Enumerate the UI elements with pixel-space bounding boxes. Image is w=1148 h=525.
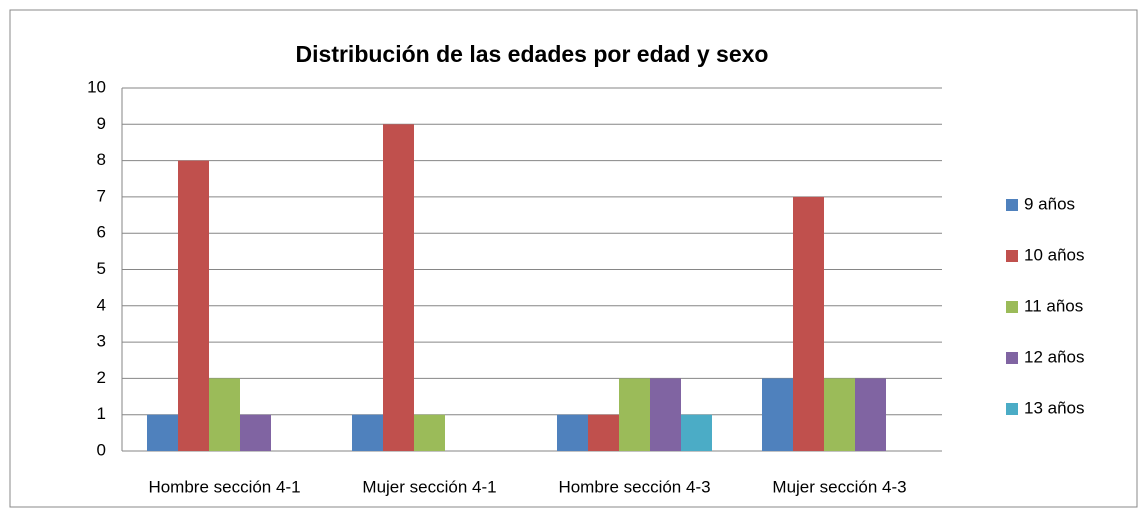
y-tick-label: 9 <box>97 114 106 133</box>
bar <box>414 414 445 451</box>
bar <box>681 414 712 451</box>
y-tick-label: 7 <box>97 186 106 205</box>
y-tick-label: 5 <box>97 259 106 278</box>
bar <box>383 124 414 452</box>
y-tick-label: 10 <box>87 77 106 96</box>
legend-label: 13 años <box>1024 398 1085 417</box>
x-tick-label: Hombre sección 4-3 <box>558 477 710 496</box>
y-tick-label: 6 <box>97 223 106 242</box>
y-tick-label: 2 <box>97 368 106 387</box>
bar <box>650 378 681 451</box>
legend-label: 12 años <box>1024 347 1085 366</box>
bar <box>588 414 619 451</box>
legend-swatch <box>1006 199 1018 211</box>
y-tick-label: 3 <box>97 332 106 351</box>
y-tick-label: 4 <box>97 295 106 314</box>
bar <box>178 160 209 451</box>
legend-swatch <box>1006 301 1018 313</box>
bar <box>147 414 178 451</box>
y-tick-label: 8 <box>97 150 106 169</box>
chart-title: Distribución de las edades por edad y se… <box>296 41 769 67</box>
legend-swatch <box>1006 403 1018 415</box>
y-tick-label: 0 <box>97 440 106 459</box>
bar <box>240 414 271 451</box>
legend-swatch <box>1006 352 1018 364</box>
legend-label: 9 años <box>1024 194 1075 213</box>
legend-label: 10 años <box>1024 245 1085 264</box>
bar <box>762 378 793 451</box>
legend-swatch <box>1006 250 1018 262</box>
y-tick-label: 1 <box>97 404 106 423</box>
x-tick-label: Mujer sección 4-3 <box>772 477 906 496</box>
bar <box>352 414 383 451</box>
x-tick-label: Hombre sección 4-1 <box>148 477 300 496</box>
legend-label: 11 años <box>1024 296 1083 315</box>
bar <box>855 378 886 451</box>
bar <box>619 378 650 451</box>
bar <box>209 378 240 451</box>
x-tick-label: Mujer sección 4-1 <box>362 477 496 496</box>
bar <box>793 196 824 451</box>
bar <box>557 414 588 451</box>
bar <box>824 378 855 451</box>
